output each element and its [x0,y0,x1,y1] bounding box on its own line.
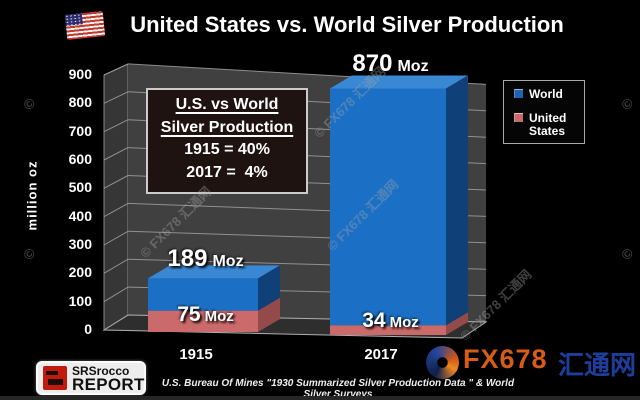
bar-2017-world-front-face [330,88,446,326]
data-label-2017-us: 34 Moz [318,309,463,333]
bar-1915-us-front-face [148,310,258,332]
bar-1915 [148,265,280,332]
y-tick-500: 500 [68,179,92,195]
data-label-1915-total-value: 189 [167,245,208,272]
bar-2017 [330,75,468,335]
y-tick-100: 100 [68,293,92,309]
y-tick-900: 900 [68,66,92,82]
annotation-line-1: U.S. vs World [175,96,279,113]
data-label-2017-total-unit: Moz [397,58,429,75]
fx678-logo-name: FX678 [463,344,548,374]
legend: World United States [503,80,585,144]
bar-2017-world-top-face [330,75,468,89]
srsrocco-logo-name: SRSrocco [72,363,130,378]
annotation-box: U.S. vs World Silver Production 1915 = 4… [146,88,308,194]
bar-1915-us-side-face [258,297,280,332]
data-label-1915-total: 189 Moz [133,245,278,273]
y-tick-0: 0 [84,321,92,337]
legend-item-world: World [514,88,584,101]
legend-label-united-states: United States [529,111,567,138]
fx678-logo-chinese-name: 汇通网 [558,350,637,380]
y-tick-800: 800 [68,94,92,110]
y-tick-600: 600 [68,151,92,167]
y-tick-400: 400 [68,208,92,224]
data-label-1915-us-value: 75 [177,303,201,326]
srsrocco-logo-icon [43,366,67,390]
data-label-1915-us-unit: Moz [204,308,234,325]
data-label-1915-us: 75 Moz [133,303,278,327]
x-label-1915: 1915 [179,346,213,363]
srsrocco-report-logo: SRSrocco REPORT [36,361,146,395]
legend-swatch-united-states [514,113,523,122]
x-label-2017: 2017 [364,346,398,363]
legend-label-world: World [529,87,563,101]
bar-1915-world-top-face [148,265,280,279]
source-citation: U.S. Bureau Of Mines "1930 Summarized Si… [161,378,515,400]
srsrocco-logo-text: SRSrocco REPORT [72,363,145,394]
data-label-2017-total: 870 Moz [318,50,463,78]
y-tick-700: 700 [68,123,92,139]
data-label-2017-total-value: 870 [352,50,393,77]
bar-2017-us-side-face [446,312,468,335]
data-label-2017-us-value: 34 [362,309,386,332]
annotation-line-3: 1915 = 40% [184,141,270,158]
chart-title: United States vs. World Silver Productio… [130,12,564,37]
srsrocco-logo-report: REPORT [72,374,145,394]
plot-left-wall [103,63,129,331]
bar-1915-world-front-face [148,278,258,311]
y-tick-300: 300 [68,236,92,252]
bar-2017-us-front-face [330,325,446,335]
legend-item-united-states: United States [514,112,584,138]
y-tick-200: 200 [68,264,92,280]
annotation-line-2: Silver Production [160,118,294,136]
data-label-1915-total-unit: Moz [212,253,244,270]
bottom-edge-strip [0,396,640,400]
legend-swatch-world [514,89,523,98]
bar-2017-world-side-face [446,75,468,326]
bar-1915-world-side-face [258,265,280,311]
annotation-line-4: 2017 = 4% [186,163,268,181]
data-label-2017-us-unit: Moz [389,314,419,331]
fx678-logo-icon [426,346,459,379]
side-wall-gridlines [103,63,129,331]
